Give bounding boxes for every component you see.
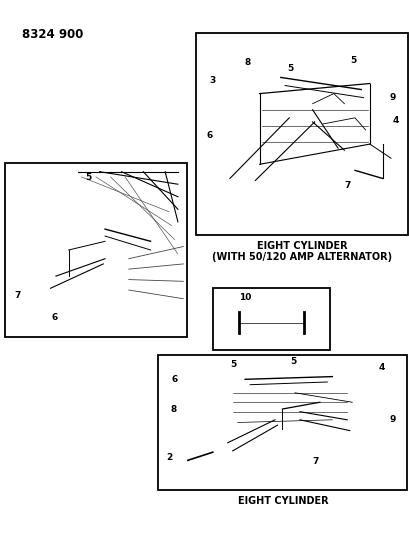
Circle shape <box>176 457 189 469</box>
Text: 4: 4 <box>392 116 398 125</box>
Text: 5: 5 <box>286 63 292 72</box>
Text: 5: 5 <box>289 358 295 367</box>
Text: (WITH 50/120 AMP ALTERNATOR): (WITH 50/120 AMP ALTERNATOR) <box>211 252 391 262</box>
Text: 6: 6 <box>171 376 178 384</box>
Circle shape <box>245 318 254 327</box>
Text: 6: 6 <box>207 131 213 140</box>
Bar <box>213 288 329 350</box>
Circle shape <box>238 187 246 195</box>
Text: 2: 2 <box>166 454 172 463</box>
Bar <box>157 355 406 490</box>
Text: 5: 5 <box>349 55 355 64</box>
Ellipse shape <box>344 414 379 444</box>
Circle shape <box>207 447 217 457</box>
Text: 5: 5 <box>229 360 236 369</box>
Circle shape <box>293 393 306 406</box>
Text: 8: 8 <box>244 58 250 67</box>
Text: 7: 7 <box>15 290 21 300</box>
Text: 7: 7 <box>344 181 351 190</box>
Text: 3: 3 <box>209 76 216 85</box>
Text: 10: 10 <box>238 294 251 303</box>
Circle shape <box>287 318 297 327</box>
Polygon shape <box>170 366 398 466</box>
FancyBboxPatch shape <box>238 312 303 333</box>
Polygon shape <box>222 379 356 423</box>
Bar <box>196 33 407 235</box>
Text: 9: 9 <box>389 93 395 101</box>
Text: 8324 900: 8324 900 <box>22 28 83 41</box>
Polygon shape <box>27 224 146 294</box>
Bar <box>5 163 187 337</box>
Text: 4: 4 <box>378 364 384 373</box>
Text: 5: 5 <box>85 174 91 182</box>
Text: 9: 9 <box>389 416 395 424</box>
Polygon shape <box>20 172 183 328</box>
Circle shape <box>266 318 276 327</box>
Text: 6: 6 <box>52 313 58 322</box>
Text: EIGHT CYLINDER: EIGHT CYLINDER <box>256 241 346 251</box>
Text: EIGHT CYLINDER: EIGHT CYLINDER <box>237 496 328 506</box>
Circle shape <box>41 285 49 292</box>
Polygon shape <box>212 69 390 215</box>
Text: 7: 7 <box>312 457 319 466</box>
Text: 8: 8 <box>171 406 177 415</box>
